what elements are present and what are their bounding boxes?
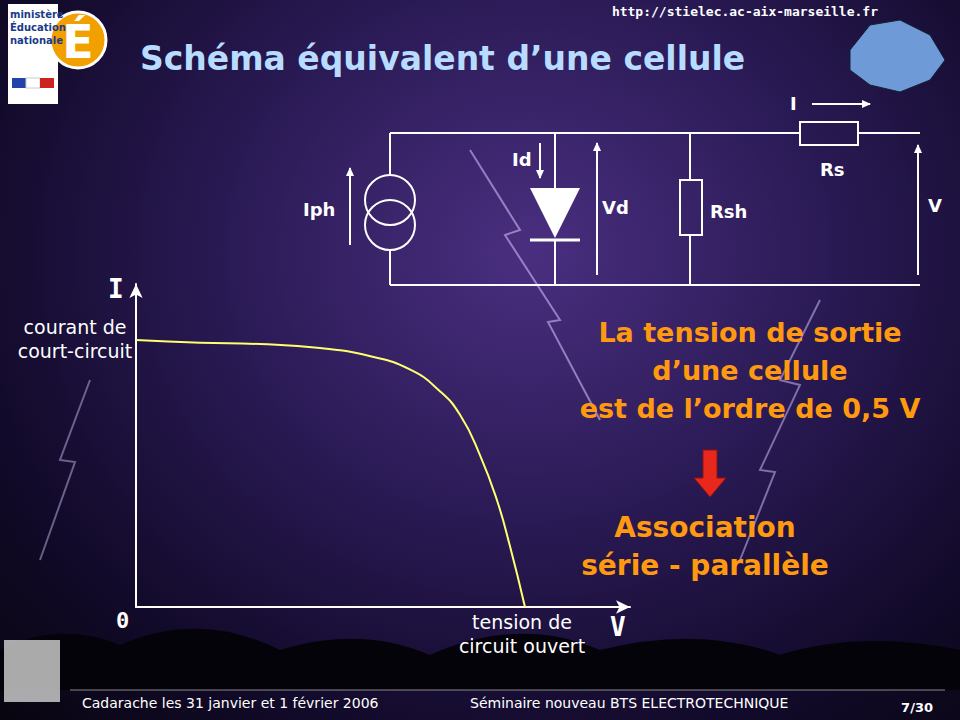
svg-text:Rs: Rs (820, 159, 845, 180)
svg-text:court-circuit: court-circuit (18, 340, 133, 362)
svg-text:ministère: ministère (10, 9, 64, 20)
svg-text:La tension de sortie: La tension de sortie (598, 317, 901, 348)
svg-text:0: 0 (116, 608, 129, 633)
svg-text:est de l’ordre de 0,5 V: est de l’ordre de 0,5 V (580, 393, 921, 424)
svg-text:Cadarache les 31 janvier et 1: Cadarache les 31 janvier et 1 février 20… (82, 695, 379, 711)
svg-text:Rsh: Rsh (710, 201, 747, 222)
svg-text:d’une cellule: d’une cellule (652, 355, 847, 386)
svg-text:Id: Id (512, 149, 532, 170)
svg-text:Association: Association (614, 511, 795, 544)
svg-text:Schéma équivalent d’une cellul: Schéma équivalent d’une cellule (140, 39, 745, 78)
svg-text:7/30: 7/30 (901, 700, 933, 715)
svg-text:V: V (928, 195, 942, 216)
svg-text:nationale: nationale (10, 35, 63, 46)
svg-text:Vd: Vd (602, 197, 629, 218)
svg-text:http://stielec.ac-aix-marseill: http://stielec.ac-aix-marseille.fr (612, 4, 878, 19)
svg-text:circuit ouvert: circuit ouvert (459, 635, 585, 657)
svg-text:courant de: courant de (24, 316, 127, 338)
svg-text:Séminaire nouveau BTS ELECTROT: Séminaire nouveau BTS ELECTROTECHNIQUE (470, 695, 788, 711)
svg-text:Éducation: Éducation (10, 21, 66, 33)
svg-text:Iph: Iph (303, 199, 335, 220)
svg-text:I: I (790, 93, 797, 114)
svg-text:tension de: tension de (472, 611, 572, 633)
svg-text:série - parallèle: série - parallèle (581, 549, 829, 582)
svg-text:V: V (610, 612, 626, 642)
svg-text:I: I (108, 274, 124, 304)
svg-text:É: É (62, 15, 93, 69)
